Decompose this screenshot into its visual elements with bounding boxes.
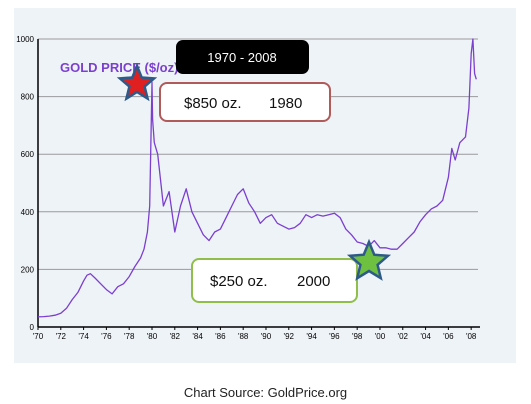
y-tick-label: 200 — [21, 265, 35, 274]
callout-2000-price: $250 oz. — [210, 273, 268, 290]
callout-1980-box — [159, 82, 331, 122]
green-star-icon — [346, 238, 392, 281]
x-tick-label: '00 — [375, 332, 386, 341]
chart-title: GOLD PRICE ($/oz) — [60, 60, 178, 75]
x-tick-label: '74 — [78, 332, 89, 341]
x-tick-label: '80 — [147, 332, 158, 341]
chart-source: Chart Source: GoldPrice.org — [183, 385, 348, 400]
callout-2000: $250 oz. 2000 — [191, 258, 358, 303]
x-tick-label: '78 — [124, 332, 135, 341]
period-label-bg — [176, 40, 309, 74]
series-lines — [37, 38, 477, 318]
x-tick-label: '82 — [170, 332, 181, 341]
x-tick-label: '94 — [306, 332, 317, 341]
red-star-icon — [116, 62, 158, 102]
callout-2000-box — [191, 258, 358, 303]
x-tick-label: '92 — [284, 332, 295, 341]
axes — [37, 39, 480, 328]
x-tick-label: '70 — [33, 332, 44, 341]
x-tick-label: '90 — [261, 332, 272, 341]
y-tick-label: 600 — [21, 150, 35, 159]
x-tick-label: '02 — [398, 332, 409, 341]
x-tick-label: '06 — [443, 332, 454, 341]
x-tick-label: '72 — [56, 332, 67, 341]
x-tick-label: '04 — [420, 332, 431, 341]
y-tick-label: 1000 — [16, 35, 34, 44]
period-label-box: 1970 - 2008 — [176, 40, 309, 74]
callout-1980-price: $850 oz. — [184, 95, 242, 112]
x-tick-label: '98 — [352, 332, 363, 341]
y-tick-labels: 0 200 400 600 800 1000 — [16, 35, 34, 332]
y-tick-label: 0 — [30, 323, 35, 332]
y-tick-label: 400 — [21, 208, 35, 217]
y-tick-label: 800 — [21, 93, 35, 102]
x-tick-label: '08 — [466, 332, 477, 341]
x-tick-label: '86 — [215, 332, 226, 341]
x-tick-label: '88 — [238, 332, 249, 341]
x-tick-label: '96 — [329, 332, 340, 341]
x-tick-label: '84 — [192, 332, 203, 341]
callout-1980: $850 oz. 1980 — [159, 82, 331, 122]
x-tick-labels: '70 '72 '74 '76 '78 '80 '82 '84 '86 '88 '90 '92 '94 '… — [33, 327, 477, 341]
period-label-text: 1970 - 2008 — [207, 50, 276, 65]
series-line-0 — [37, 38, 477, 318]
callout-1980-year: 1980 — [269, 95, 302, 112]
x-tick-label: '76 — [101, 332, 112, 341]
callout-2000-year: 2000 — [297, 273, 330, 290]
